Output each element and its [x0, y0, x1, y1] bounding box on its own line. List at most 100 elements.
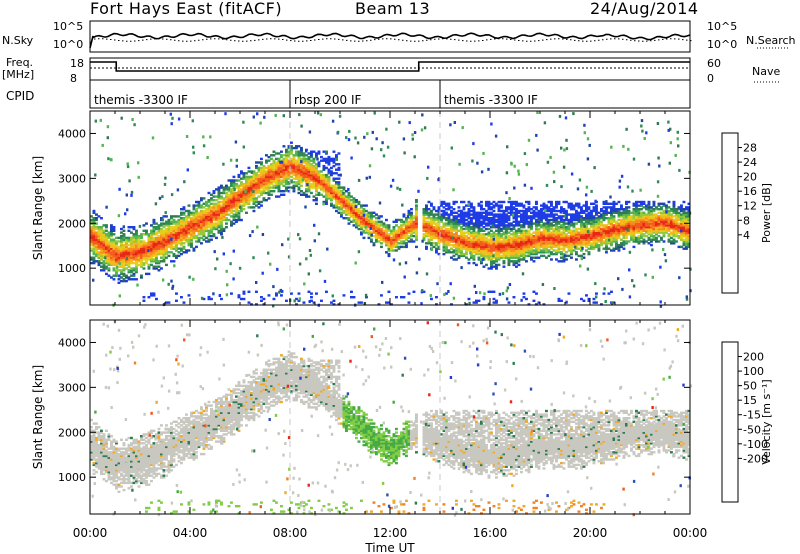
echo-cell — [180, 217, 183, 220]
echo-cell — [102, 236, 106, 240]
echo-cell — [350, 199, 353, 202]
echo-cell — [477, 231, 481, 234]
echo-cell — [637, 218, 641, 222]
echo-cell — [425, 231, 428, 234]
echo-cell — [472, 256, 476, 259]
echo-cell — [435, 242, 438, 245]
echo-cell — [147, 258, 151, 261]
echo-cell — [430, 217, 433, 220]
echo-cell — [497, 236, 501, 240]
echo-cell — [540, 245, 543, 249]
echo-cell — [332, 161, 336, 164]
echo-cell — [455, 252, 458, 256]
echo-cell — [280, 173, 283, 177]
echo-cell — [292, 184, 296, 187]
echo-cell — [160, 247, 163, 250]
echo-cell — [445, 247, 448, 250]
echo-cell — [502, 243, 506, 247]
echo-cell — [542, 206, 546, 209]
echo-cell — [492, 256, 496, 259]
echo-cell — [290, 150, 293, 153]
echo-cell — [157, 251, 161, 254]
echo-cell — [347, 195, 351, 198]
echo-cell — [335, 199, 338, 202]
echo-cell — [100, 240, 103, 243]
echo-cell — [112, 249, 116, 252]
echo-cell — [535, 226, 538, 229]
echo-cell — [202, 211, 206, 214]
echo-cell — [502, 256, 506, 259]
echo-cell — [205, 200, 208, 204]
echo-cell — [367, 229, 371, 232]
echo-cell — [527, 231, 531, 234]
echo-cell — [395, 234, 398, 238]
echo-cell — [105, 238, 108, 241]
echo-cell — [550, 202, 553, 205]
echo-cell — [115, 269, 118, 272]
echo-cell — [140, 263, 143, 267]
echo-cell — [202, 234, 206, 238]
echo-cell — [475, 301, 478, 304]
echo-cell — [235, 215, 238, 218]
echo-cell — [647, 238, 651, 241]
echo-cell — [487, 251, 491, 254]
echo-cell — [507, 200, 511, 204]
echo-cell — [547, 209, 551, 213]
echo-cell — [522, 217, 526, 220]
echo-cell — [395, 218, 398, 222]
echo-cell — [152, 226, 156, 229]
echo-cell — [587, 218, 591, 222]
echo-cell — [137, 249, 141, 252]
echo-cell — [670, 220, 673, 223]
radar-title: Fort Hays East (fitACF) — [90, 0, 283, 18]
echo-cell — [647, 202, 651, 205]
echo-cell — [197, 220, 201, 223]
echo-cell — [527, 220, 531, 223]
echo-cell — [155, 240, 158, 243]
echo-cell — [617, 233, 621, 236]
echo-cell — [642, 211, 646, 214]
echo-cell — [230, 292, 233, 295]
echo-cell — [580, 217, 583, 220]
echo-cell — [222, 200, 226, 204]
echo-cell — [220, 226, 223, 229]
echo-cell — [517, 251, 521, 254]
echo-cell — [245, 175, 248, 179]
echo-cell — [100, 261, 103, 265]
echo-cell — [605, 226, 608, 229]
echo-cell — [440, 215, 443, 218]
echo-cell — [352, 209, 356, 213]
echo-cell — [445, 233, 448, 236]
echo-cell — [477, 242, 481, 245]
echo-cell — [370, 211, 373, 214]
echo-cell — [282, 157, 286, 161]
echo-cell — [605, 245, 608, 249]
echo-cell — [97, 247, 101, 250]
echo-cell — [652, 215, 656, 218]
echo-cell — [150, 294, 153, 297]
echo-cell — [122, 233, 126, 236]
echo-cell — [522, 254, 526, 258]
echo-cell — [437, 220, 441, 223]
echo-cell — [272, 190, 276, 193]
echo-cell — [515, 218, 518, 222]
echo-cell — [597, 218, 601, 222]
echo-cell — [442, 242, 446, 245]
echo-cell — [102, 242, 106, 245]
echo-cell — [485, 224, 488, 227]
echo-cell — [497, 233, 501, 236]
echo-cell — [325, 182, 328, 186]
echo-cell — [205, 211, 208, 214]
echo-cell — [380, 220, 383, 223]
echo-cell — [447, 234, 451, 238]
echo-cell — [357, 227, 361, 231]
echo-cell — [207, 240, 211, 243]
echo-cell — [667, 211, 671, 214]
echo-cell — [340, 197, 343, 200]
echo-cell — [512, 249, 516, 252]
echo-cell — [555, 229, 558, 232]
echo-cell — [430, 222, 433, 225]
echo-cell — [482, 211, 486, 214]
echo-cell — [280, 154, 283, 157]
echo-cell — [630, 218, 633, 222]
